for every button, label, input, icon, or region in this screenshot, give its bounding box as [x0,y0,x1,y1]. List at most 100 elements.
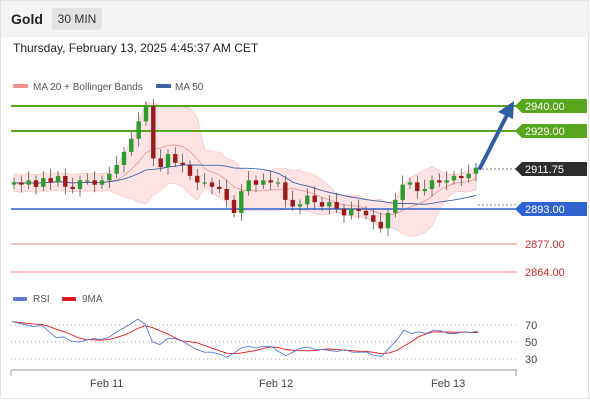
candle-body [107,173,112,181]
level-label-r1: 2929.00 [525,126,565,138]
candle-body [55,175,61,183]
candle-body [400,184,405,200]
ma50-legend-label: MA 50 [175,82,204,93]
candle-body [290,199,295,207]
level-label-r2: 2940.00 [525,101,565,113]
chart-header: Gold 30 MIN [1,1,588,37]
level-tag-r2: 2940.00 [515,99,587,113]
candle-body [451,175,457,181]
candle-body [33,180,39,187]
candle-body [19,182,24,185]
candle-body [261,180,266,185]
candle-body [151,106,156,159]
rsi-ma-legend-label: 9MA [82,294,103,305]
candle-body [180,162,185,165]
candle-body [275,182,281,184]
candle-body [41,178,46,187]
candle-body [26,180,31,185]
candle-body [422,189,427,192]
candle-body [319,202,325,207]
rsi-lines [11,318,479,358]
candle-body [437,180,442,183]
level-tag-current: 2911.75 [515,162,587,176]
candle-body [341,208,347,216]
candle-body [165,154,171,168]
candle-body [385,213,391,229]
candle-body [444,180,449,183]
candle-body [11,182,17,185]
candle-body [349,208,354,216]
level-label-current: 2911.75 [525,164,564,176]
level-label-s1: 2893.00 [525,204,565,216]
candle-body [136,121,141,139]
ma20-legend-label: MA 20 + Bollinger Bands [33,82,143,93]
candle-body [143,106,149,122]
candle-body [466,173,471,179]
rsi-line [11,318,479,358]
candle-body [99,180,105,185]
candle-body [415,182,420,192]
candle-body [371,215,376,222]
level-label-s2: 2877.00 [525,239,565,251]
level-tag-r1: 2929.00 [515,124,587,138]
candle-body [129,138,134,152]
x-label-feb13: Feb 13 [431,378,465,390]
rsi-ma-legend-swatch [62,297,76,301]
ma50-line [13,164,477,205]
rsi-legend-label: RSI [33,294,50,305]
candle-body [305,195,310,205]
candle-body [224,189,229,200]
candle-body [459,175,464,179]
candle-body [231,199,237,213]
candle-body [85,180,90,182]
candle-body [363,210,369,216]
ma20-legend-swatch [13,84,28,88]
candle-body [407,182,413,185]
rsi-label-50: 50 [525,337,537,349]
rsi-ma-line [11,321,478,355]
symbol-title: Gold [11,11,43,27]
candle-body [429,180,435,189]
candle-body [253,180,259,185]
rsi-legend-swatch [13,297,27,301]
candle-body [158,158,163,168]
candle-body [48,178,53,183]
candle-body [114,165,119,174]
candle-body [173,154,178,163]
candle-body [209,182,215,187]
candle-body [77,180,83,189]
candle-body [246,180,251,192]
x-label-feb11: Feb 11 [90,378,123,390]
candle-body [473,167,479,174]
candle-body [217,186,222,189]
candle-body [187,165,193,176]
rsi-label-70: 70 [525,320,537,332]
candle-body [92,180,97,185]
candle-body [334,202,339,209]
candle-body [63,175,68,187]
ma50-legend-swatch [156,84,171,88]
bollinger-bands [13,101,477,237]
candle-body [202,182,207,184]
forecast-arrow-shaft [478,115,508,170]
candle-body [195,175,200,183]
moving-averages [13,144,477,216]
candle-body [393,199,398,213]
candle-body [70,186,75,189]
candle-body [239,191,244,213]
x-label-feb12: Feb 12 [259,378,293,390]
candle-body [312,195,317,203]
candle-body [268,180,273,183]
candle-body [283,182,288,200]
timeframe-badge[interactable]: 30 MIN [52,8,102,30]
level-label-s3: 2864.00 [525,267,565,279]
forecast-arrow-head [498,101,514,119]
candlesticks [11,99,479,236]
candle-body [378,221,383,229]
candle-body [327,202,332,207]
candle-body [297,204,303,207]
candle-body [121,151,127,165]
bollinger-band-area [13,101,477,237]
level-tag-s1: 2893.00 [515,202,587,216]
